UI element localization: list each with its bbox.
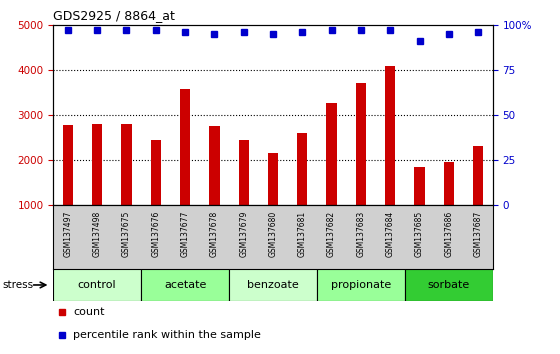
Bar [405, 269, 493, 301]
Bar [356, 82, 366, 205]
Bar [209, 126, 220, 205]
Bar [229, 269, 317, 301]
Text: control: control [78, 280, 116, 290]
Text: sorbate: sorbate [428, 280, 470, 290]
Text: stress: stress [3, 280, 34, 290]
Text: GSM137681: GSM137681 [298, 210, 307, 257]
Bar [268, 153, 278, 205]
Bar [473, 146, 483, 205]
Text: GSM137683: GSM137683 [356, 210, 366, 257]
Bar [92, 124, 102, 205]
Text: GDS2925 / 8864_at: GDS2925 / 8864_at [53, 9, 175, 22]
Bar [385, 66, 395, 205]
Text: GSM137679: GSM137679 [239, 210, 248, 257]
Text: GSM137687: GSM137687 [474, 210, 483, 257]
Bar [444, 161, 454, 205]
Bar [53, 269, 141, 301]
Bar [326, 103, 337, 205]
Text: count: count [73, 307, 105, 318]
Bar [180, 89, 190, 205]
Bar [141, 269, 229, 301]
Text: GSM137675: GSM137675 [122, 210, 131, 257]
Bar [239, 140, 249, 205]
Text: acetate: acetate [164, 280, 206, 290]
Text: percentile rank within the sample: percentile rank within the sample [73, 330, 261, 341]
Text: GSM137676: GSM137676 [151, 210, 160, 257]
Text: benzoate: benzoate [247, 280, 299, 290]
Text: GSM137684: GSM137684 [386, 210, 395, 257]
Bar [122, 124, 132, 205]
Text: GSM137680: GSM137680 [268, 210, 278, 257]
Text: GSM137685: GSM137685 [415, 210, 424, 257]
Bar [317, 269, 405, 301]
Bar [63, 125, 73, 205]
Text: propionate: propionate [331, 280, 391, 290]
Text: GSM137678: GSM137678 [210, 210, 219, 257]
Text: GSM137682: GSM137682 [327, 210, 336, 257]
Text: GSM137677: GSM137677 [180, 210, 190, 257]
Text: GSM137686: GSM137686 [444, 210, 454, 257]
Text: GSM137497: GSM137497 [63, 210, 72, 257]
Bar [414, 166, 424, 205]
Bar [297, 133, 307, 205]
Bar [151, 140, 161, 205]
Text: GSM137498: GSM137498 [92, 210, 102, 257]
